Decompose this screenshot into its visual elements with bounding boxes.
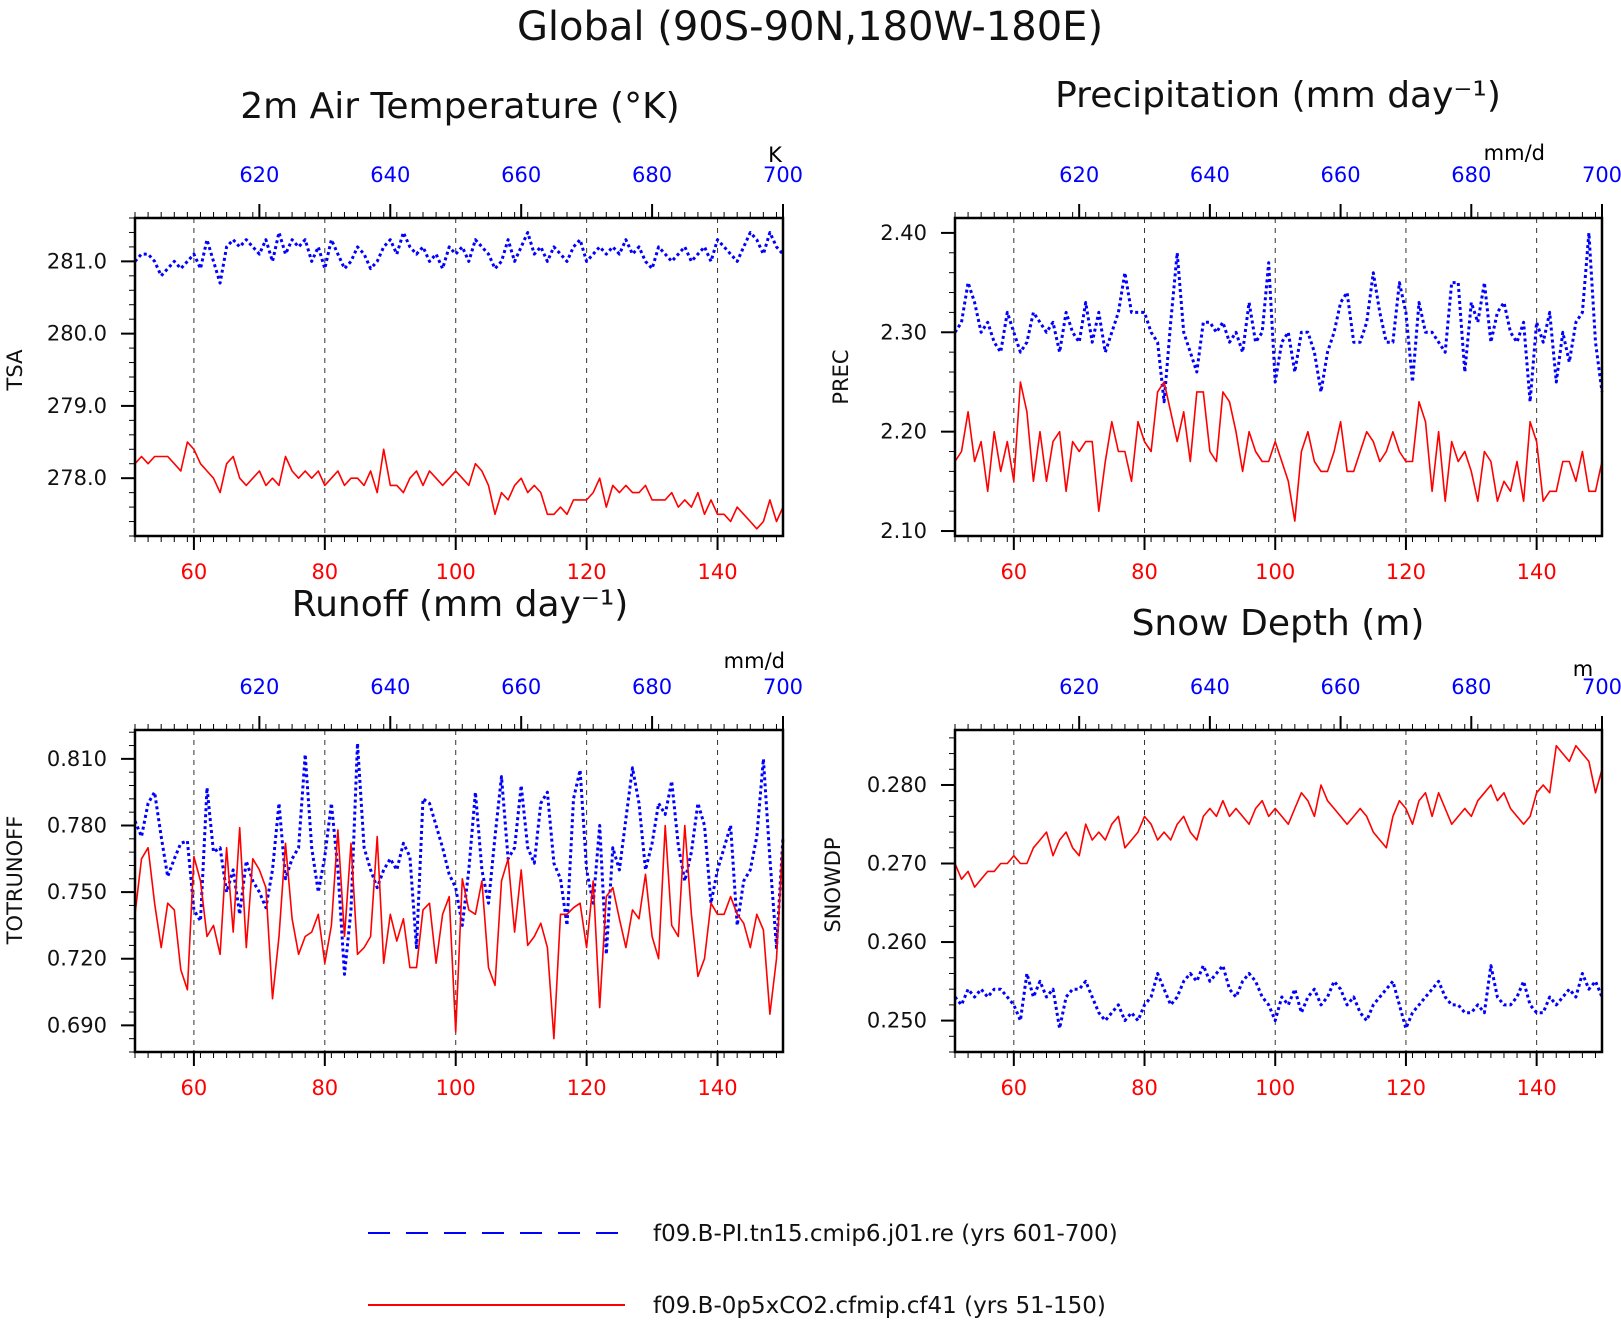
ytick-label-2.40: 2.40 — [880, 221, 927, 245]
xtick-label-bottom-100: 100 — [1255, 1076, 1295, 1100]
panel-title-air-temperature: 2m Air Temperature (°K) — [240, 86, 679, 127]
plot-frame-temperature — [133, 216, 785, 538]
units-label-runoff: mm/d — [724, 649, 785, 673]
xtick-label-top-700: 700 — [1582, 163, 1621, 187]
xtick-label-top-620: 620 — [239, 163, 279, 187]
panel-precipitation: Precipitation (mm day⁻¹) PREC mm/d 60 80 1… — [829, 75, 1621, 584]
series-line-precipitation-red — [954, 381, 1603, 522]
ytick-label-0.270: 0.270 — [867, 852, 927, 876]
xtick-label-bottom-60: 60 — [1000, 560, 1027, 584]
xtick-label-top-620: 620 — [1059, 163, 1099, 187]
xtick-label-bottom-60: 60 — [181, 560, 208, 584]
panel-title-snow-depth: Snow Depth (m) — [1132, 603, 1425, 644]
ytick-label-0.810: 0.810 — [47, 747, 107, 771]
xtick-label-bottom-120: 120 — [567, 1076, 607, 1100]
plot-frame-precipitation — [953, 216, 1604, 538]
ylabel-prec: PREC — [829, 349, 853, 404]
ytick-label-281.0: 281.0 — [47, 249, 107, 273]
xtick-label-bottom-140: 140 — [697, 1076, 737, 1100]
xtick-label-bottom-140: 140 — [697, 560, 737, 584]
xtick-label-bottom-120: 120 — [1386, 560, 1426, 584]
ylabel-totrunoff: TOTRUNOFF — [3, 816, 27, 946]
xtick-label-bottom-140: 140 — [1517, 1076, 1557, 1100]
ytick-label-2.10: 2.10 — [880, 519, 927, 543]
xtick-label-top-640: 640 — [1190, 675, 1230, 699]
ytick-label-278.0: 278.0 — [47, 466, 107, 490]
series-line-snow-depth-blue — [953, 964, 1604, 1030]
xtick-label-top-640: 640 — [1190, 163, 1230, 187]
xtick-label-top-680: 680 — [1451, 675, 1491, 699]
panel-title-precipitation: Precipitation (mm day⁻¹) — [1055, 75, 1501, 116]
series-line-snow-depth-red — [954, 744, 1603, 888]
ytick-label-0.260: 0.260 — [867, 930, 927, 954]
panel-snow-depth: Snow Depth (m) SNOWDP m 60 80 100 120 140 620… — [821, 603, 1621, 1100]
xtick-label-top-660: 660 — [501, 163, 541, 187]
series-line-temperature-red — [134, 441, 784, 530]
units-label-snow-depth: m — [1573, 657, 1593, 681]
xtick-label-top-640: 640 — [370, 163, 410, 187]
xtick-label-bottom-80: 80 — [1131, 560, 1158, 584]
ytick-label-2.20: 2.20 — [880, 420, 927, 444]
series-line-precipitation-blue — [953, 231, 1604, 404]
xtick-label-top-700: 700 — [1582, 675, 1621, 699]
xtick-label-top-640: 640 — [370, 675, 410, 699]
ytick-label-2.30: 2.30 — [880, 320, 927, 344]
series-line-temperature-blue — [133, 231, 785, 285]
xtick-label-top-680: 680 — [632, 163, 672, 187]
legend: f09.B-PI.tn15.cmip6.j01.re (yrs 601-700)… — [368, 1221, 1118, 1319]
xtick-label-bottom-80: 80 — [311, 1076, 338, 1100]
xtick-label-bottom-100: 100 — [436, 1076, 476, 1100]
xtick-label-top-660: 660 — [1321, 675, 1361, 699]
ytick-label-279.0: 279.0 — [47, 394, 107, 418]
plot-frame-snow-depth — [953, 728, 1604, 1054]
xtick-label-bottom-140: 140 — [1517, 560, 1557, 584]
xtick-label-bottom-120: 120 — [567, 560, 607, 584]
ytick-label-0.690: 0.690 — [47, 1013, 107, 1037]
series-line-runoff-red — [134, 824, 784, 1040]
main-title: Global (90S-90N,180W-180E) — [517, 4, 1103, 50]
ytick-label-0.250: 0.250 — [867, 1009, 927, 1033]
xtick-label-bottom-120: 120 — [1386, 1076, 1426, 1100]
ylabel-snowdp: SNOWDP — [821, 837, 845, 932]
xtick-label-top-700: 700 — [763, 675, 803, 699]
xtick-label-top-660: 660 — [1321, 163, 1361, 187]
ytick-label-0.720: 0.720 — [47, 947, 107, 971]
xtick-label-bottom-100: 100 — [1255, 560, 1295, 584]
ytick-label-0.780: 0.780 — [47, 813, 107, 837]
panel-runoff: Runoff (mm day⁻¹) TOTRUNOFF mm/d 60 80 100… — [3, 584, 803, 1100]
xtick-label-top-620: 620 — [239, 675, 279, 699]
legend-label-blue: f09.B-PI.tn15.cmip6.j01.re (yrs 601-700) — [653, 1221, 1118, 1247]
plot-frame-runoff — [133, 728, 785, 1054]
ytick-label-0.750: 0.750 — [47, 880, 107, 904]
units-label-precipitation: mm/d — [1484, 141, 1545, 165]
xtick-label-top-700: 700 — [763, 163, 803, 187]
ytick-label-280.0: 280.0 — [47, 322, 107, 346]
ylabel-tsa: TSA — [3, 349, 27, 392]
units-label-temperature: K — [768, 143, 783, 167]
xtick-label-bottom-100: 100 — [436, 560, 476, 584]
xtick-label-bottom-80: 80 — [1131, 1076, 1158, 1100]
xtick-label-top-660: 660 — [501, 675, 541, 699]
xtick-label-bottom-60: 60 — [181, 1076, 208, 1100]
xtick-label-top-680: 680 — [632, 675, 672, 699]
ytick-label-0.280: 0.280 — [867, 773, 927, 797]
legend-label-red: f09.B-0p5xCO2.cfmip.cf41 (yrs 51-150) — [653, 1293, 1106, 1319]
xtick-label-bottom-80: 80 — [311, 560, 338, 584]
panel-air-temperature: 2m Air Temperature (°K) TSA K 60 80 100 120… — [3, 86, 803, 584]
xtick-label-bottom-60: 60 — [1000, 1076, 1027, 1100]
panel-title-runoff: Runoff (mm day⁻¹) — [292, 584, 629, 625]
xtick-label-top-620: 620 — [1059, 675, 1099, 699]
xtick-label-top-680: 680 — [1451, 163, 1491, 187]
